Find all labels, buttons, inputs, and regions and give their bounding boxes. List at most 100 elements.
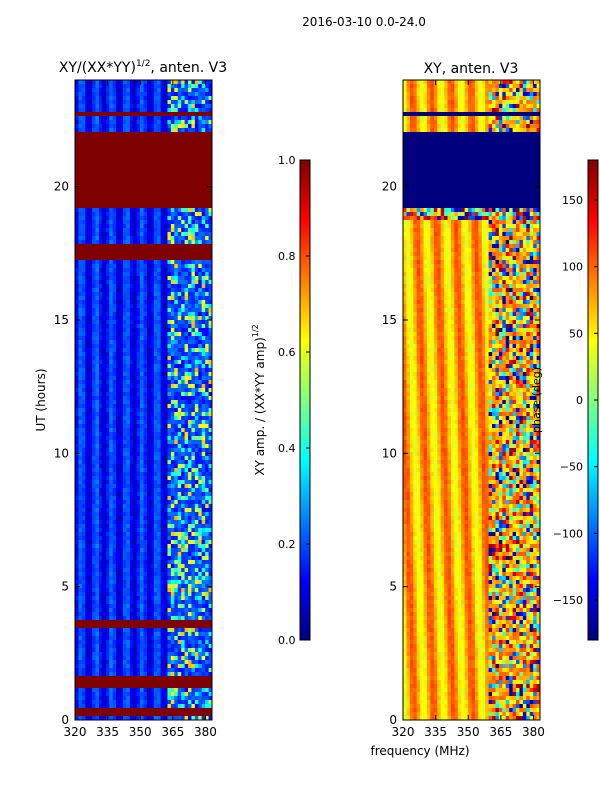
heatmap-cell	[194, 540, 199, 545]
heatmap-cell	[105, 292, 110, 297]
heatmap-cell	[126, 156, 131, 161]
heatmap-cell	[98, 352, 103, 357]
heatmap-cell	[150, 212, 155, 217]
heatmap-cell	[194, 472, 199, 477]
heatmap-cell	[88, 148, 93, 153]
heatmap-cell	[116, 172, 120, 177]
heatmap-cell	[105, 144, 110, 149]
heatmap-cell	[78, 572, 83, 577]
heatmap-cell	[194, 124, 199, 129]
heatmap-cell	[188, 264, 192, 269]
heatmap-cell	[129, 80, 134, 85]
heatmap-cell	[75, 436, 79, 441]
heatmap-cell	[150, 160, 155, 165]
heatmap-cell	[140, 216, 144, 221]
heatmap-cell	[88, 500, 93, 505]
heatmap-cell	[133, 532, 138, 537]
heatmap-cell	[177, 160, 182, 165]
heatmap-cell	[150, 524, 155, 529]
heatmap-cell	[146, 444, 151, 449]
heatmap-cell	[88, 140, 93, 145]
heatmap-cell	[116, 384, 120, 389]
heatmap-cell	[119, 432, 124, 437]
heatmap-cell	[157, 128, 162, 133]
heatmap-cell	[122, 316, 127, 321]
heatmap-cell	[122, 320, 127, 325]
heatmap-cell	[170, 252, 175, 257]
heatmap-cell	[174, 272, 179, 277]
heatmap-cell	[160, 484, 165, 489]
heatmap-cell	[102, 324, 107, 329]
heatmap-cell	[167, 448, 172, 453]
heatmap-cell	[98, 84, 103, 89]
heatmap-cell	[174, 328, 179, 333]
heatmap-cell	[81, 564, 86, 569]
heatmap-cell	[126, 492, 131, 497]
heatmap-cell	[164, 412, 168, 417]
heatmap-cell	[177, 260, 182, 265]
heatmap-cell	[112, 100, 117, 105]
heatmap-cell	[160, 412, 165, 417]
heatmap-cell	[157, 340, 162, 345]
heatmap-cell	[116, 504, 120, 509]
heatmap-cell	[160, 172, 165, 177]
heatmap-cell	[85, 340, 90, 345]
heatmap-cell	[164, 132, 168, 137]
heatmap-cell	[136, 240, 141, 245]
heatmap-cell	[92, 80, 96, 85]
heatmap-cell	[136, 540, 141, 545]
heatmap-cell	[122, 556, 127, 561]
heatmap-cell	[126, 200, 131, 205]
heatmap-cell	[143, 384, 148, 389]
heatmap-cell	[191, 424, 196, 429]
heatmap-cell	[75, 500, 79, 505]
heatmap-cell	[122, 440, 127, 445]
heatmap-cell	[198, 344, 203, 349]
heatmap-cell	[205, 540, 209, 545]
heatmap-cell	[170, 332, 175, 337]
heatmap-cell	[205, 316, 209, 321]
heatmap-cell	[177, 376, 182, 381]
heatmap-cell	[92, 512, 96, 517]
heatmap-cell	[98, 248, 103, 253]
heatmap-cell	[205, 264, 209, 269]
heatmap-cell	[143, 100, 148, 105]
heatmap-cell	[119, 244, 124, 249]
heatmap-cell	[164, 232, 168, 237]
heatmap-cell	[129, 100, 134, 105]
heatmap-cell	[95, 460, 100, 465]
heatmap-cell	[85, 272, 90, 277]
heatmap-cell	[133, 168, 138, 173]
heatmap-cell	[133, 116, 138, 121]
heatmap-cell	[174, 284, 179, 289]
heatmap-cell	[174, 556, 179, 561]
heatmap-cell	[105, 164, 110, 169]
heatmap-cell	[157, 440, 162, 445]
heatmap-cell	[170, 296, 175, 301]
heatmap-cell	[133, 344, 138, 349]
heatmap-cell	[119, 348, 124, 353]
heatmap-cell	[140, 324, 144, 329]
heatmap-cell	[109, 448, 114, 453]
heatmap-cell	[160, 260, 165, 265]
heatmap-cell	[140, 140, 144, 145]
heatmap-cell	[201, 308, 206, 313]
heatmap-cell	[140, 500, 144, 505]
heatmap-cell	[95, 204, 100, 209]
heatmap-cell	[133, 400, 138, 405]
heatmap-cell	[194, 212, 199, 217]
heatmap-cell	[109, 524, 114, 529]
heatmap-cell	[102, 412, 107, 417]
heatmap-cell	[205, 376, 209, 381]
heatmap-cell	[167, 184, 172, 189]
heatmap-cell	[85, 336, 90, 341]
heatmap-cell	[109, 156, 114, 161]
heatmap-cell	[98, 444, 103, 449]
heatmap-cell	[201, 228, 206, 233]
heatmap-cell	[140, 224, 144, 229]
heatmap-cell	[116, 392, 120, 397]
heatmap-cell	[177, 352, 182, 357]
heatmap-cell	[140, 160, 144, 165]
heatmap-cell	[129, 352, 134, 357]
heatmap-cell	[81, 392, 86, 397]
